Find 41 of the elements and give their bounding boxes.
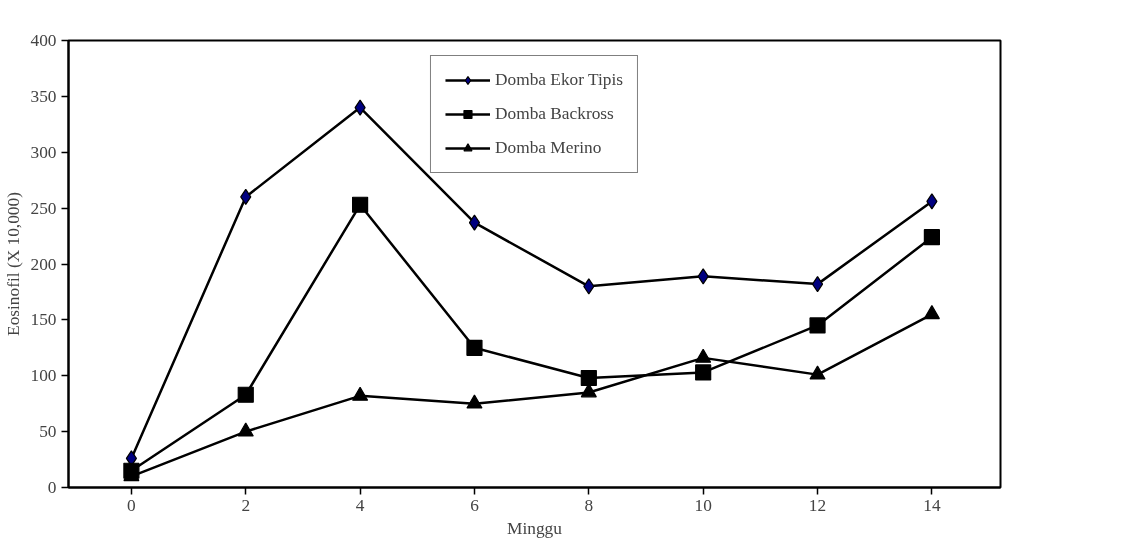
- point: [580, 369, 597, 387]
- legend-label: Domba Merino: [494, 138, 602, 158]
- x-axis-title: Minggu: [507, 518, 563, 538]
- point: [466, 339, 483, 356]
- point: [695, 348, 712, 363]
- point: [352, 386, 369, 401]
- point: [695, 364, 712, 381]
- legend-label: Domba Ekor Tipis: [494, 70, 624, 90]
- legend-label: Domba Backross: [494, 104, 614, 124]
- y-tick-label: 50: [39, 422, 57, 442]
- point: [583, 278, 595, 295]
- point: [354, 99, 366, 116]
- y-axis-title: Eosinofil (X 10,000): [3, 191, 23, 336]
- point: [697, 268, 709, 285]
- y-tick-label: 400: [30, 31, 57, 50]
- point: [811, 276, 824, 293]
- point: [926, 193, 938, 210]
- point: [923, 305, 940, 320]
- y-tick-label: 200: [30, 254, 57, 274]
- point: [237, 386, 254, 403]
- point: [809, 365, 826, 380]
- y-tick-label: 250: [30, 198, 57, 218]
- x-tick-label: 2: [241, 495, 251, 515]
- y-tick-label: 300: [30, 142, 57, 162]
- x-tick-label: 8: [584, 495, 594, 515]
- x-tick-label: 4: [355, 495, 365, 515]
- point: [466, 394, 483, 409]
- point: [237, 422, 254, 437]
- y-tick-label: 0: [47, 478, 57, 497]
- y-tick-label: 150: [30, 310, 57, 330]
- x-tick-label: 12: [808, 495, 827, 515]
- x-tick-label: 14: [923, 495, 941, 515]
- point: [468, 214, 481, 231]
- y-tick-label: 100: [30, 366, 57, 386]
- point: [923, 229, 940, 246]
- x-tick-label: 0: [127, 495, 136, 515]
- point: [809, 317, 826, 334]
- x-tick-label: 6: [470, 495, 480, 515]
- x-tick-label: 10: [694, 495, 712, 515]
- y-tick-label: 350: [30, 86, 57, 106]
- point: [352, 196, 369, 213]
